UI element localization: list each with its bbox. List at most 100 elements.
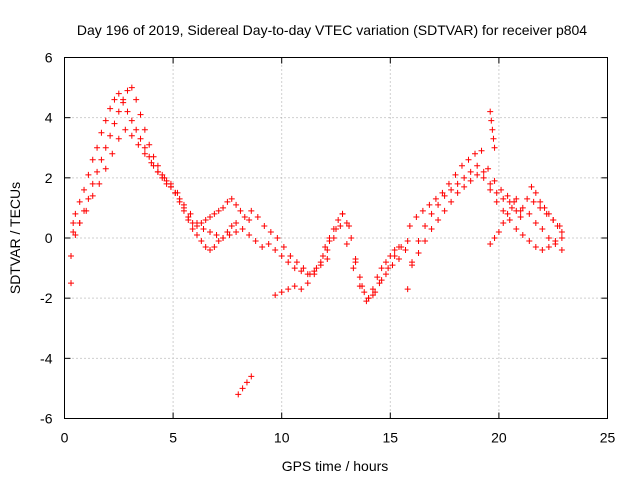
data-point: [207, 247, 214, 254]
data-point: [513, 195, 520, 202]
data-point: [317, 259, 324, 266]
data-point: [304, 280, 311, 287]
x-tick-label: 10: [274, 430, 290, 446]
data-point: [524, 195, 531, 202]
y-tick-label: -6: [40, 411, 53, 427]
data-point: [441, 192, 448, 199]
data-point: [558, 228, 565, 235]
data-point: [313, 265, 320, 272]
data-point: [274, 235, 281, 241]
data-point: [435, 216, 442, 223]
data-point: [102, 144, 109, 151]
data-point: [472, 150, 479, 157]
data-point: [504, 210, 511, 217]
data-point: [532, 189, 539, 196]
data-points: [68, 84, 565, 398]
data-point: [189, 225, 196, 232]
data-point: [226, 231, 233, 238]
y-tick-label: 6: [45, 50, 53, 66]
data-point: [528, 183, 535, 190]
data-point: [120, 96, 127, 103]
x-tick-label: 20: [491, 430, 507, 446]
data-point: [211, 210, 218, 217]
data-point: [439, 189, 446, 196]
data-point: [448, 198, 455, 205]
data-point: [265, 241, 272, 248]
data-point: [378, 277, 385, 284]
series-track-k: [487, 108, 498, 151]
data-point: [361, 289, 368, 296]
data-point: [324, 256, 331, 263]
data-point: [539, 247, 546, 254]
data-point: [148, 159, 155, 166]
series-track-d: [235, 373, 255, 398]
y-axis-label: SDTVAR / TECUs: [7, 182, 23, 294]
data-point: [365, 295, 372, 302]
data-point: [343, 241, 350, 248]
data-point: [335, 216, 342, 223]
data-point: [228, 195, 235, 202]
plot-frame: [64, 57, 608, 419]
data-point: [478, 147, 485, 154]
data-point: [487, 186, 494, 193]
series-track-c: [70, 126, 331, 278]
data-point: [141, 144, 148, 151]
data-point: [213, 231, 220, 238]
data-point: [480, 168, 487, 175]
data-point: [541, 204, 548, 211]
data-point: [239, 385, 246, 392]
data-point: [128, 117, 135, 124]
data-point: [485, 165, 492, 172]
data-point: [356, 283, 363, 290]
data-point: [545, 244, 552, 251]
data-point: [378, 265, 385, 272]
data-point: [337, 222, 344, 229]
data-point: [285, 259, 292, 266]
data-point: [491, 235, 498, 241]
data-point: [369, 292, 376, 299]
data-point: [458, 162, 465, 169]
data-point: [200, 225, 207, 232]
data-point: [285, 286, 292, 293]
y-tick-label: 0: [45, 230, 53, 246]
data-point: [252, 238, 259, 245]
data-point: [474, 171, 481, 178]
y-tick-label: -2: [40, 290, 53, 306]
data-point: [228, 222, 235, 229]
data-point: [487, 180, 494, 187]
data-point: [259, 244, 266, 251]
data-point: [382, 271, 389, 278]
data-point: [248, 373, 255, 380]
data-point: [550, 216, 557, 223]
data-point: [432, 195, 439, 202]
data-point: [319, 253, 326, 260]
data-point: [324, 247, 331, 254]
data-point: [326, 235, 333, 241]
data-point: [176, 198, 183, 205]
data-point: [454, 189, 461, 196]
data-point: [215, 207, 222, 214]
data-point: [530, 198, 537, 205]
data-point: [474, 162, 481, 169]
data-point: [233, 201, 240, 208]
data-point: [419, 207, 426, 214]
data-point: [513, 225, 520, 232]
data-point: [135, 141, 142, 148]
series-track-a: [68, 90, 253, 287]
data-point: [369, 286, 376, 293]
data-point: [343, 219, 350, 226]
data-point: [124, 108, 131, 115]
data-point: [161, 174, 168, 181]
data-point: [389, 262, 396, 269]
data-point: [526, 238, 533, 245]
data-point: [500, 207, 507, 214]
data-point: [526, 210, 533, 217]
data-point: [350, 265, 357, 272]
data-point: [293, 259, 300, 266]
data-point: [517, 213, 524, 220]
data-point: [154, 168, 161, 175]
data-point: [452, 171, 459, 178]
data-point: [115, 90, 122, 97]
data-point: [291, 283, 298, 290]
series-track-e: [248, 207, 411, 302]
